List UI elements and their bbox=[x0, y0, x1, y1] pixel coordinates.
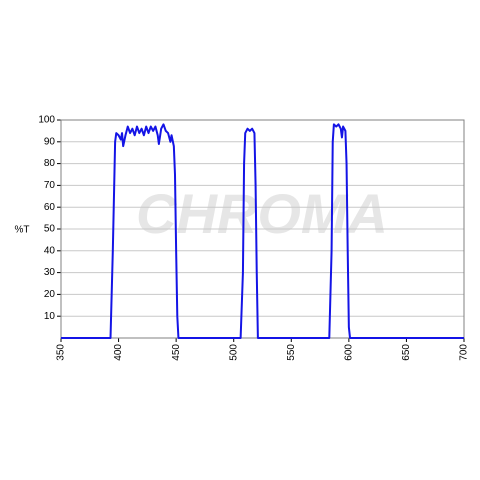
y-tick-label: 90 bbox=[44, 136, 56, 147]
y-tick-label: 10 bbox=[44, 311, 56, 322]
x-tick-label: 350 bbox=[56, 344, 67, 361]
x-tick-label: 450 bbox=[171, 344, 182, 361]
x-tick-label: 550 bbox=[286, 344, 297, 361]
y-axis-label: %T bbox=[15, 225, 30, 236]
line-series bbox=[61, 123, 464, 339]
y-tick-label: 70 bbox=[44, 180, 56, 191]
y-tick-label: 100 bbox=[38, 115, 55, 126]
y-tick-label: 80 bbox=[44, 158, 56, 169]
y-tick-label: 30 bbox=[44, 267, 56, 278]
watermark: CHROMA bbox=[136, 182, 388, 245]
x-tick-label: 400 bbox=[113, 344, 124, 361]
x-tick-label: 500 bbox=[228, 344, 239, 361]
y-tick-label: 20 bbox=[44, 289, 56, 300]
y-tick-label: 60 bbox=[44, 202, 56, 213]
y-tick-label: 50 bbox=[44, 224, 56, 235]
x-tick-label: 600 bbox=[343, 344, 354, 361]
x-tick-label: 700 bbox=[459, 344, 470, 361]
x-tick-label: 650 bbox=[401, 344, 412, 361]
y-tick-label: 40 bbox=[44, 245, 56, 256]
